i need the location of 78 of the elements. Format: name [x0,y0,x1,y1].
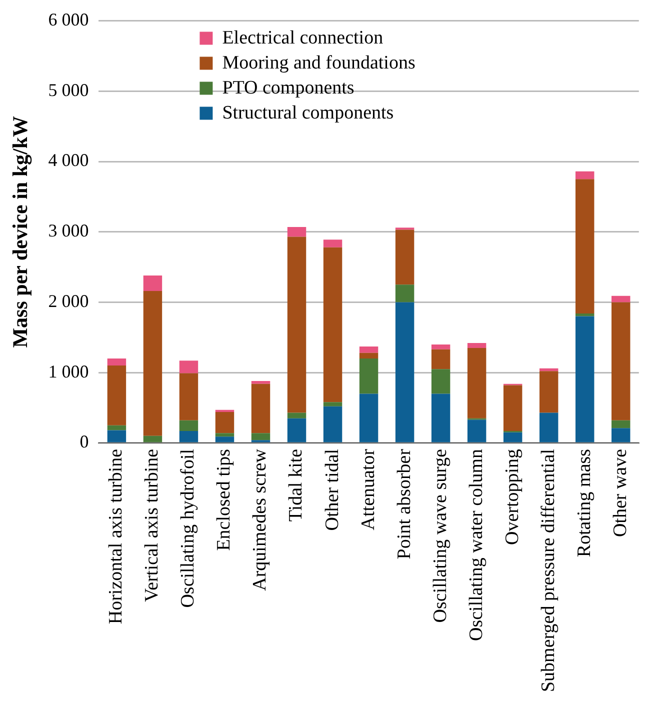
x-tick-label: Vertical axis turbine [142,448,163,602]
bar [575,316,594,442]
bar [287,418,306,442]
bar [179,420,198,431]
bar [612,428,630,442]
x-tick-label: Oscillating water column [466,448,487,642]
bar [503,385,522,431]
x-tick-label: Oscillating wave surge [430,448,451,623]
bar [431,349,450,370]
y-axis-title: Mass per device in kg/kW [8,116,32,348]
bar [107,430,126,442]
bar [575,313,594,316]
bar [179,373,198,420]
x-tick-label: Point absorber [394,448,415,560]
bar [575,179,594,314]
x-tick-label: Horizontal axis turbine [106,448,127,624]
x-tick-label: Oscillating hydrofoil [178,448,199,608]
bar [179,360,198,374]
bar [612,420,630,428]
x-tick-label: Tidal kite [286,448,307,522]
bar [539,412,558,442]
legend-label: PTO components [222,77,354,98]
y-tick-label: 6 000 [48,10,89,30]
bar [107,425,126,430]
bar [539,371,558,413]
bar [359,346,378,353]
bar [251,433,270,440]
bar [431,394,450,442]
legend-label: Electrical connection [222,27,384,48]
x-tick-label: Arquimedes screw [250,448,271,591]
x-tick-label: Enclosed tips [214,448,235,551]
y-tick-label: 3 000 [48,220,89,241]
bar [107,358,126,366]
bar [395,284,414,302]
legend-label: Mooring and foundations [222,52,416,74]
bar [467,420,486,442]
bar [287,412,306,418]
y-tick-label: 2 000 [48,290,89,311]
x-tick-label: Other tidal [322,448,343,531]
bar [395,302,414,442]
bar [467,348,486,418]
bar [431,369,450,394]
bar [323,247,342,402]
bar [143,290,162,436]
bar [575,171,594,180]
bar [143,275,162,291]
bar [251,384,270,434]
bar [359,352,378,359]
legend-label: Structural components [222,102,394,124]
x-tick-label: Attenuator [358,448,379,530]
bar [179,430,198,442]
x-tick-label: Submerged pressure differential [538,448,559,692]
bar [287,236,306,413]
bar [612,302,630,420]
bar [143,436,162,442]
bar [215,412,234,434]
x-tick-label: Overtopping [502,448,523,545]
bar [215,436,234,442]
bar [359,358,378,394]
y-tick-label: 4 000 [48,150,89,170]
bar [359,394,378,442]
x-tick-label: Rotating mass [574,448,595,558]
bar [323,402,342,406]
bar [107,366,126,426]
bar [503,432,522,442]
bar [323,240,342,248]
y-tick-label: 1 000 [48,361,89,382]
bar [431,344,450,350]
bar [467,343,486,348]
bar [612,296,630,302]
bar [395,230,414,285]
bar [323,406,342,442]
x-tick-label: Other wave [610,448,631,538]
bar [287,226,306,237]
y-tick-label: 5 000 [48,80,89,100]
bar [251,381,270,384]
y-tick-label: 0 [80,432,89,452]
bar [215,433,234,437]
